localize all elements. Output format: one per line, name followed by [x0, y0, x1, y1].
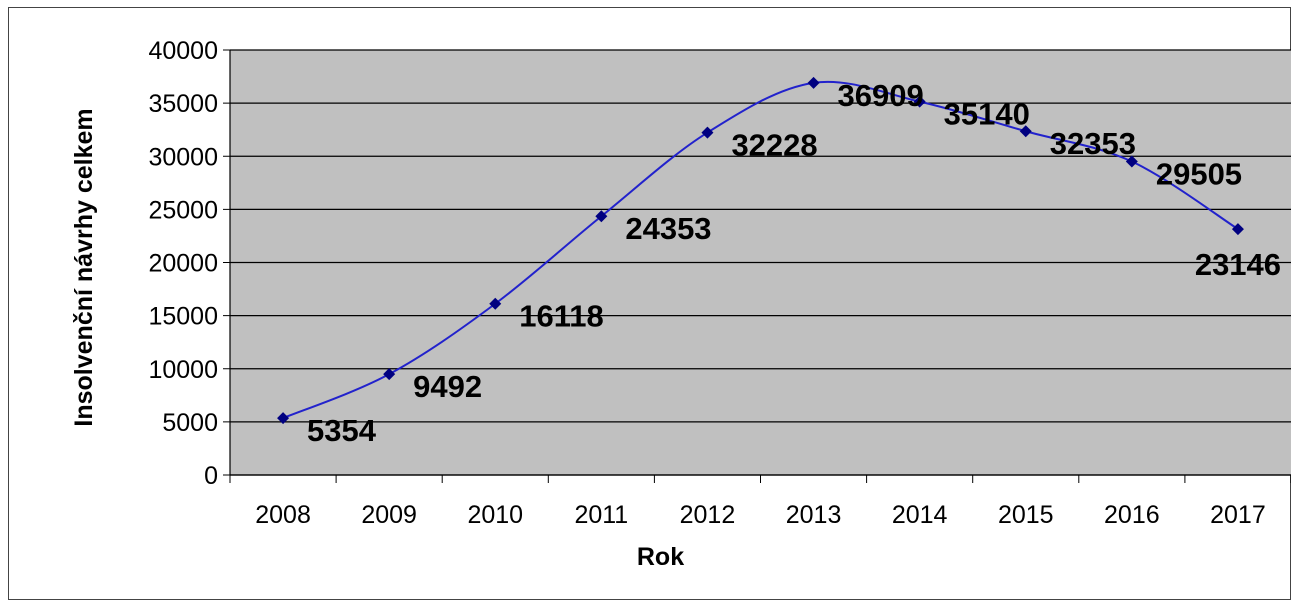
- y-tick-label: 40000: [148, 37, 218, 65]
- x-tick-label: 2016: [1104, 501, 1160, 529]
- gridlines: [230, 49, 1291, 476]
- y-axis-title: Insolvenční návrhy celkem: [70, 108, 98, 426]
- data-point-marker: [913, 95, 926, 108]
- x-tick-labels: 2008 2009 2010 2011 2012 2013 2014 2015 2016 2017: [255, 501, 1266, 529]
- data-point-marker: [383, 368, 396, 381]
- data-label: 5354: [307, 413, 377, 448]
- x-tick-label: 2010: [467, 501, 523, 529]
- y-tick-label: 5000: [162, 409, 218, 437]
- y-tick-label: 0: [204, 462, 218, 490]
- x-tick-label: 2017: [1210, 501, 1266, 529]
- data-point-marker: [701, 126, 714, 139]
- data-labels: 5354 9492 16118 24353 32228 36909 35140 32353 29…: [307, 78, 1281, 448]
- x-axis-title: Rok: [637, 543, 684, 571]
- data-label: 23146: [1195, 247, 1281, 282]
- y-tick-label: 25000: [148, 196, 218, 224]
- series-markers: [277, 76, 1244, 425]
- x-tick-label: 2011: [574, 501, 628, 529]
- data-label: 29505: [1156, 157, 1242, 192]
- x-tick-label: 2012: [680, 501, 736, 529]
- y-tick-labels: 0 5000 10000 15000 20000 25000 30000 35000 40000: [148, 37, 218, 490]
- data-point-marker: [277, 412, 290, 425]
- y-tick-label: 15000: [148, 303, 218, 331]
- data-point-marker: [807, 76, 820, 89]
- x-tick-label: 2015: [998, 501, 1054, 529]
- data-label: 9492: [413, 369, 482, 404]
- data-label: 16118: [519, 299, 604, 334]
- axes: [223, 49, 1291, 483]
- data-point-marker: [1019, 125, 1032, 138]
- y-tick-label: 30000: [148, 143, 218, 171]
- data-label: 35140: [944, 97, 1030, 132]
- data-point-marker: [1231, 223, 1244, 236]
- x-tick-label: 2013: [786, 501, 842, 529]
- data-label: 32353: [1050, 126, 1136, 161]
- x-tick-label: 2008: [255, 501, 311, 529]
- x-tick-label: 2009: [361, 501, 417, 529]
- data-label: 32228: [731, 128, 817, 163]
- data-point-marker: [1125, 155, 1138, 168]
- data-point-marker: [489, 297, 502, 310]
- x-tick-label: 2014: [892, 501, 948, 529]
- series-line: [282, 80, 1239, 420]
- y-tick-label: 35000: [148, 90, 218, 118]
- y-tick-label: 10000: [148, 356, 218, 384]
- data-label: 36909: [838, 78, 924, 113]
- data-point-marker: [595, 210, 608, 223]
- data-label: 24353: [625, 211, 711, 246]
- y-tick-label: 20000: [148, 250, 218, 278]
